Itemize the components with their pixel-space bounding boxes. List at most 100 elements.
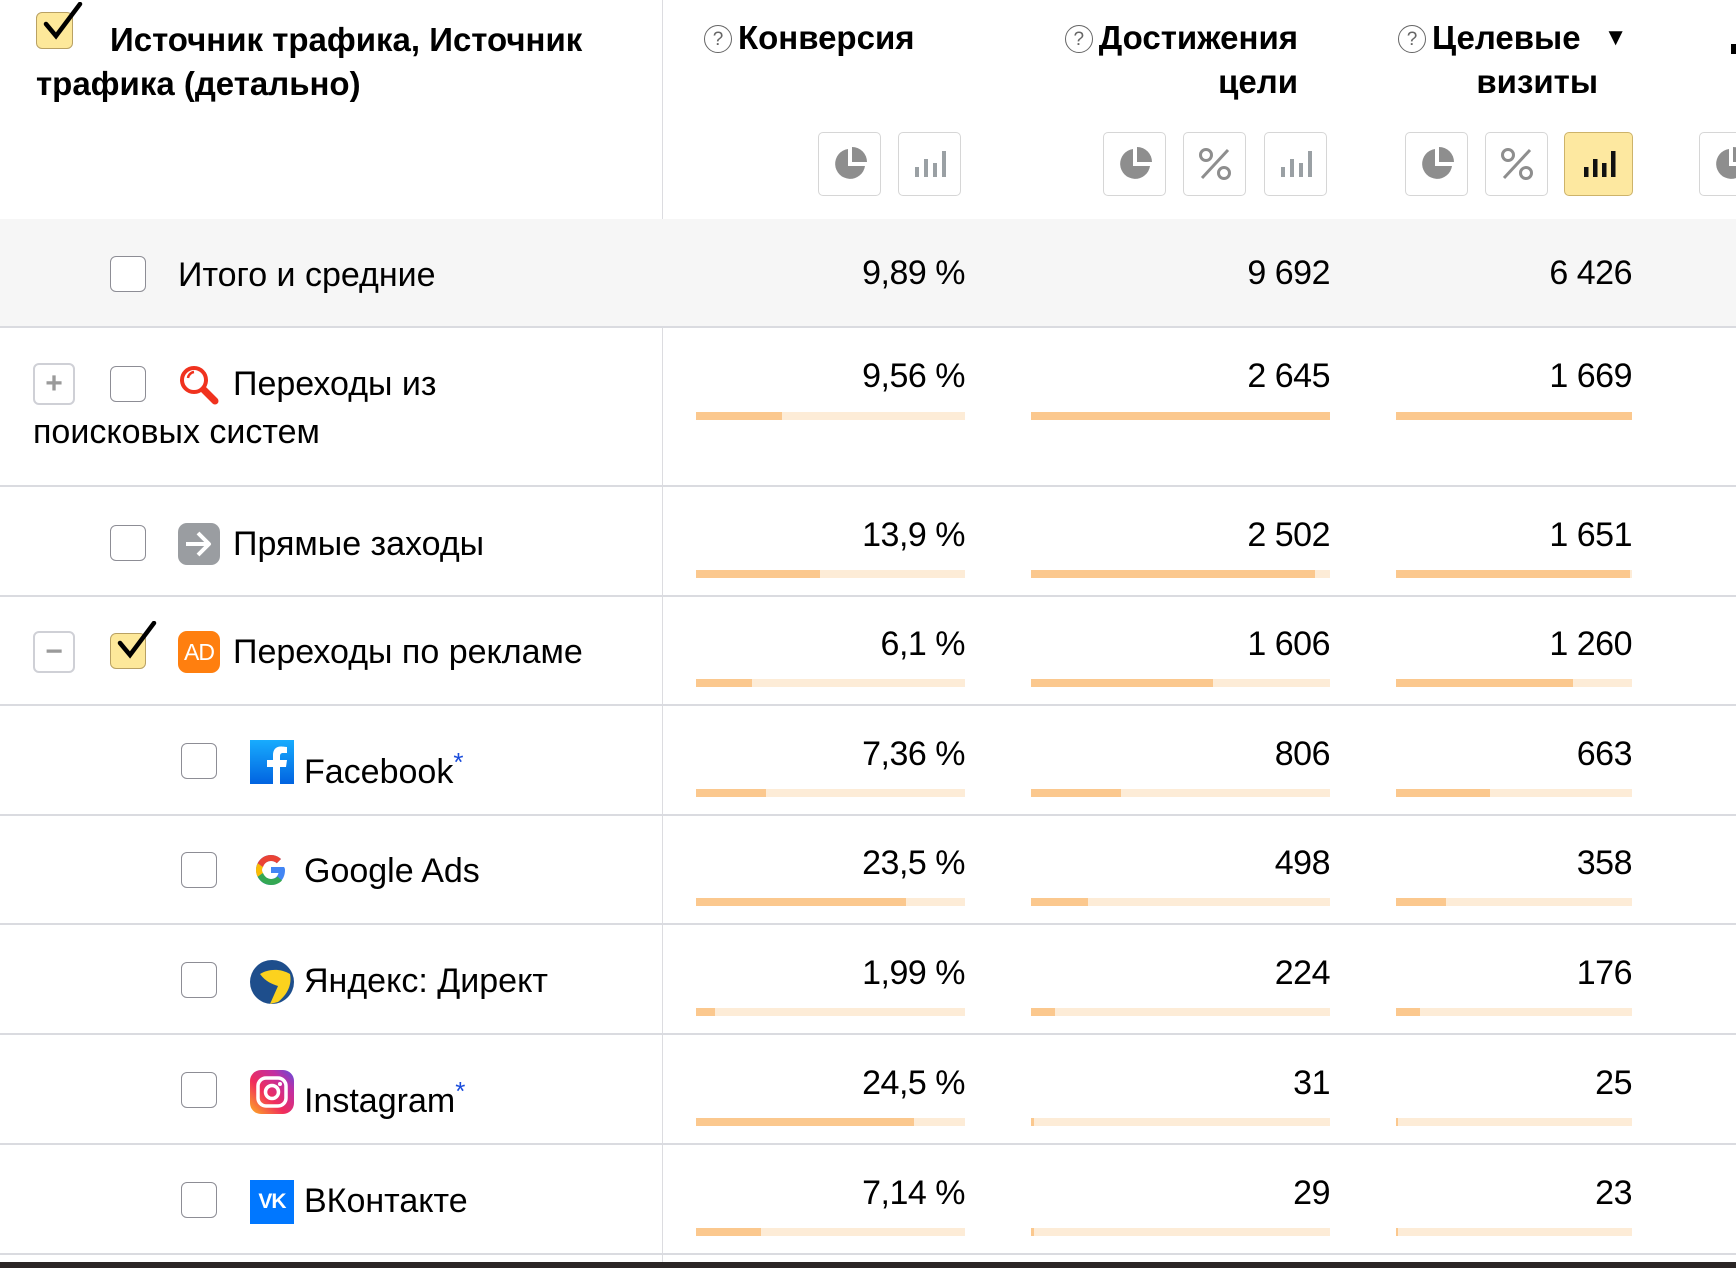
row-goal-reaches: 224 — [1274, 954, 1331, 992]
row-checkbox[interactable] — [181, 1182, 217, 1218]
vk-icon-glyph: VK — [258, 1190, 286, 1213]
direct-arrow-icon — [178, 523, 220, 565]
bar-chart-icon — [914, 151, 946, 177]
sort-desc-icon[interactable]: ▼ — [1603, 24, 1628, 51]
dimension-title-line1: Источник трафика, Источник — [110, 21, 583, 58]
row-target-visits: 1 651 — [1549, 516, 1632, 554]
dimension-header[interactable]: Источник трафика, Источник трафика (дета… — [36, 18, 656, 106]
row-goal-reaches: 1 606 — [1247, 625, 1330, 663]
row-label-line2: поисковых систем — [33, 413, 320, 451]
goal-reaches-bar-toggle[interactable] — [1264, 132, 1327, 196]
percent-icon — [1198, 148, 1231, 180]
row-goal-reaches: 806 — [1274, 735, 1331, 773]
ad-icon: AD — [178, 631, 220, 673]
row-label: Прямые заходы — [233, 525, 485, 563]
row-label-text: Facebook — [304, 753, 454, 791]
instagram-icon — [250, 1070, 294, 1114]
row-checkbox[interactable] — [181, 743, 217, 779]
pie-chart-icon — [1119, 147, 1152, 179]
totals-checkbox[interactable] — [110, 256, 146, 292]
table-row-ads[interactable]: − AD Переходы по рекламе 6,1 % 1 606 1 2… — [0, 597, 1736, 706]
target-visits-pie-toggle[interactable] — [1405, 132, 1468, 196]
row-label-line1: Переходы из — [233, 365, 437, 403]
totals-conversion: 9,89 % — [862, 254, 965, 292]
table-row-search[interactable]: + Переходы из поисковых систем 9,56 % 2 … — [0, 328, 1736, 487]
table-row-google-ads[interactable]: Google Ads 23,5 % 498 358 — [0, 816, 1736, 925]
row-label: Яндекс: Директ — [304, 962, 548, 1000]
goal-reaches-bar — [1031, 789, 1330, 797]
asterisk-note: * — [455, 1076, 466, 1106]
column-header-target-visits[interactable]: ? Целевые ▼ визиты — [1398, 16, 1638, 104]
table-row-direct[interactable]: Прямые заходы 13,9 % 2 502 1 651 — [0, 487, 1736, 597]
column-header-conversion[interactable]: ? Конверсия — [704, 16, 915, 60]
target-visits-bar — [1396, 679, 1632, 687]
row-target-visits: 23 — [1595, 1174, 1632, 1212]
google-icon — [256, 855, 285, 885]
row-conversion: 7,36 % — [862, 735, 965, 773]
row-target-visits: 358 — [1576, 844, 1633, 882]
target-visits-bar — [1396, 1228, 1632, 1236]
totals-row: Итого и средние 9,89 % 9 692 6 426 — [0, 219, 1736, 328]
help-icon[interactable]: ? — [1398, 25, 1426, 53]
expand-button[interactable]: + — [33, 363, 75, 405]
help-icon[interactable]: ? — [704, 25, 732, 53]
percent-icon — [1500, 148, 1533, 180]
goal-reaches-percent-toggle[interactable] — [1183, 132, 1246, 196]
goal-reaches-bar — [1031, 570, 1330, 578]
table-row-instagram[interactable]: Instagram* 24,5 % 31 25 — [0, 1035, 1736, 1145]
facebook-icon — [250, 740, 294, 784]
row-checkbox[interactable] — [181, 962, 217, 998]
row-target-visits: 1 260 — [1549, 625, 1632, 663]
conversion-bar — [696, 1008, 965, 1016]
row-checkbox[interactable] — [181, 852, 217, 888]
table-row-facebook[interactable]: Facebook* 7,36 % 806 663 — [0, 706, 1736, 816]
row-checkbox[interactable] — [181, 1072, 217, 1108]
row-checkbox[interactable] — [110, 366, 146, 402]
table-row-yandex-direct[interactable]: Яндекс: Директ 1,99 % 224 176 — [0, 925, 1736, 1035]
target-visits-bar — [1396, 898, 1632, 906]
target-visits-title-1: Целевые — [1432, 19, 1581, 56]
next-column-pie-toggle[interactable] — [1699, 132, 1736, 196]
goal-reaches-bar — [1031, 679, 1330, 687]
conversion-bar — [696, 1228, 965, 1236]
table-row-vkontakte[interactable]: VK ВКонтакте 7,14 % 29 23 — [0, 1145, 1736, 1255]
goal-reaches-pie-toggle[interactable] — [1103, 132, 1166, 196]
row-goal-reaches: 31 — [1293, 1064, 1330, 1102]
row-checkbox[interactable] — [110, 525, 146, 561]
totals-goal-reaches: 9 692 — [1247, 254, 1330, 292]
conversion-bar — [696, 898, 965, 906]
row-label: Facebook* — [304, 738, 463, 796]
vk-icon: VK — [250, 1180, 294, 1224]
conversion-pie-toggle[interactable] — [818, 132, 881, 196]
target-visits-title-2: визиты — [1476, 63, 1598, 100]
goal-reaches-bar — [1031, 898, 1330, 906]
collapse-button[interactable]: − — [33, 631, 75, 673]
conversion-bar — [696, 412, 965, 420]
row-conversion: 7,14 % — [862, 1174, 965, 1212]
goal-reaches-title-1: Достижения — [1098, 19, 1298, 56]
asterisk-note: * — [453, 747, 464, 777]
goal-reaches-bar — [1031, 412, 1330, 420]
help-icon[interactable]: ? — [1064, 25, 1093, 53]
target-visits-bar — [1396, 789, 1632, 797]
pie-chart-icon — [834, 147, 867, 179]
goal-reaches-bar — [1031, 1118, 1330, 1126]
column-divider — [662, 0, 663, 1268]
target-visits-bar — [1396, 412, 1632, 420]
row-conversion: 24,5 % — [862, 1064, 965, 1102]
next-column-title-fragment — [1731, 44, 1736, 54]
pie-chart-icon — [1715, 147, 1736, 179]
target-visits-percent-toggle[interactable] — [1485, 132, 1548, 196]
conversion-bar — [696, 789, 965, 797]
checkmark-icon — [117, 621, 157, 659]
target-visits-bar — [1396, 1008, 1632, 1016]
yandex-direct-icon — [250, 960, 294, 1004]
conversion-bar-toggle[interactable] — [898, 132, 961, 196]
conversion-bar — [696, 570, 965, 578]
window-bottom-edge — [0, 1262, 1736, 1268]
row-goal-reaches: 29 — [1293, 1174, 1330, 1212]
column-header-goal-reaches[interactable]: ? Достижения цели — [1036, 16, 1298, 104]
dimension-title-line2: трафика (детально) — [36, 65, 361, 102]
target-visits-bar-toggle[interactable] — [1564, 132, 1633, 196]
row-label: Переходы по рекламе — [233, 633, 583, 671]
